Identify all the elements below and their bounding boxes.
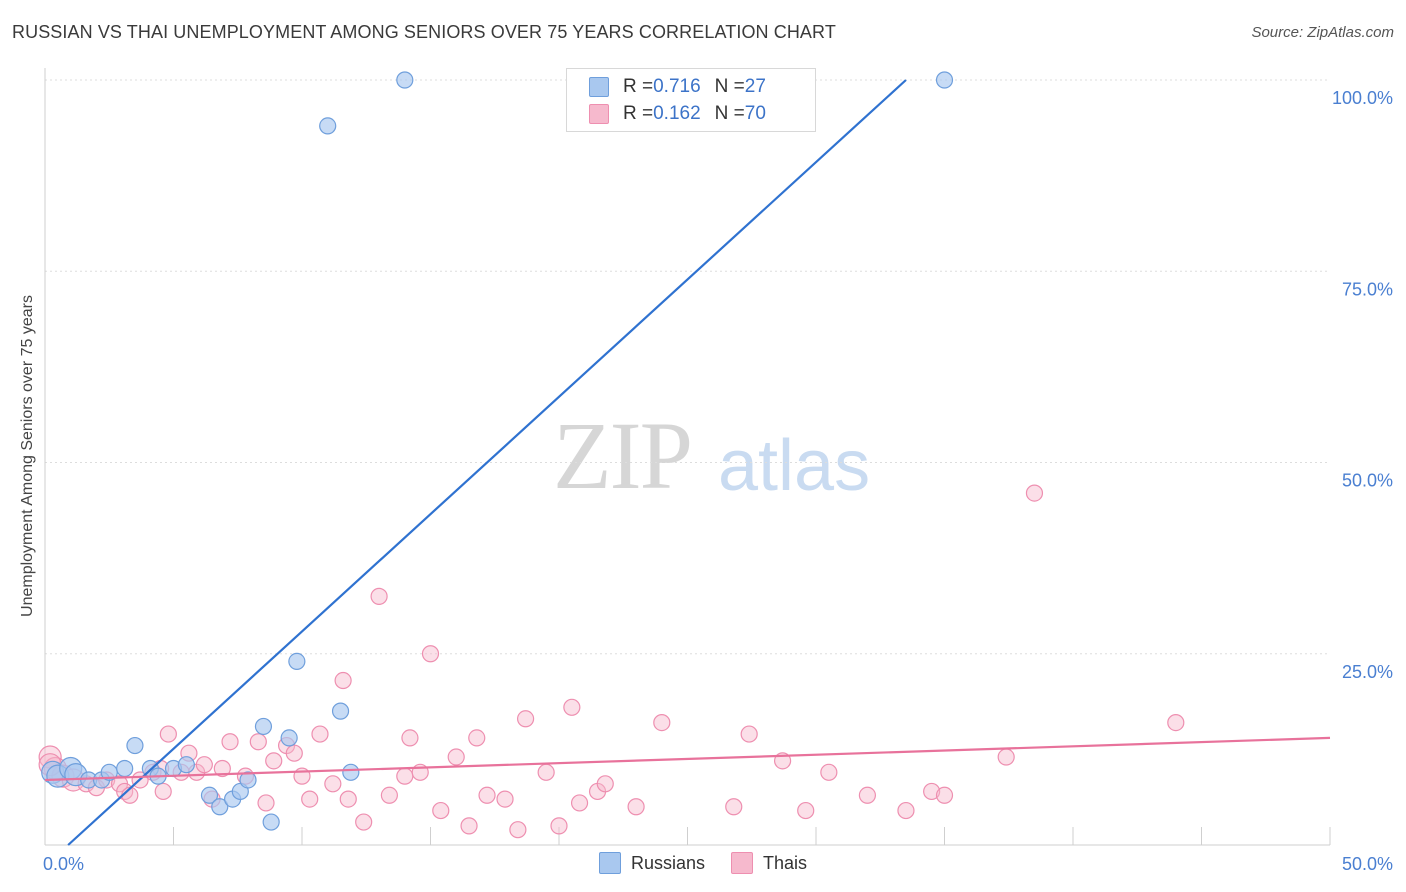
thais-point [478, 786, 496, 804]
russians-point [254, 717, 273, 736]
russians-point [262, 813, 280, 831]
thais-point [725, 798, 743, 816]
russians-r-value: 0.716 [653, 76, 701, 97]
thais-point [159, 725, 177, 743]
thais-point [265, 752, 283, 770]
stats-legend: R = 0.716 N = 27 R = 0.162 N = 70 [566, 68, 816, 132]
russians-swatch [589, 77, 609, 97]
thais-point [249, 733, 267, 751]
russians-point [288, 652, 306, 671]
thais-point [797, 801, 815, 820]
thais-point [550, 817, 568, 835]
russians-n-value: 27 [744, 76, 766, 97]
thais-point [897, 801, 915, 820]
russians-trend-line [67, 79, 907, 846]
russians-n-label: N = [714, 76, 745, 97]
thais-point [421, 645, 440, 663]
thais-point [355, 813, 373, 831]
thais-swatch [589, 104, 609, 124]
thais-point [154, 782, 172, 801]
russians-point [280, 729, 298, 747]
chart-source: Source: ZipAtlas.com [1251, 24, 1394, 41]
thais-trend-line [44, 736, 1331, 782]
thais-point [509, 821, 527, 839]
legend-row-russians: R = 0.716 N = 27 [589, 76, 766, 98]
russians-point [116, 759, 134, 778]
russians-point [126, 736, 144, 755]
thais-point [596, 775, 614, 793]
thais-legend-swatch [731, 852, 753, 874]
watermark-atlas: atlas [718, 426, 871, 506]
legend-item-thais[interactable]: Thais [731, 852, 807, 874]
russians-point [211, 798, 229, 816]
thais-point [380, 786, 398, 804]
thais-point [285, 744, 303, 762]
thais-point [301, 790, 319, 808]
thais-point [820, 763, 838, 781]
thais-legend-label: Thais [763, 852, 808, 873]
thais-r-value: 0.162 [653, 103, 701, 124]
thais-point [496, 790, 514, 808]
thais-point [401, 729, 419, 747]
russians-point [239, 771, 257, 789]
thais-point [858, 786, 877, 804]
legend-row-thais: R = 0.162 N = 70 [589, 103, 766, 125]
thais-r-label: R = [623, 103, 654, 124]
thais-point [1025, 484, 1044, 502]
thais-point [563, 698, 581, 716]
thais-point [1167, 713, 1185, 732]
legend-item-russians[interactable]: Russians [598, 852, 705, 874]
thais-point [396, 767, 414, 785]
y-tick-label: 75.0% [1342, 279, 1393, 299]
y-tick-label: 25.0% [1342, 662, 1393, 682]
thais-point [334, 671, 352, 690]
russians-point [935, 71, 954, 89]
thais-point [460, 817, 478, 835]
thais-point [740, 725, 758, 743]
thais-point [997, 748, 1015, 766]
thais-point [311, 725, 329, 743]
thais-point [370, 587, 388, 605]
thais-point [195, 756, 213, 774]
thais-point [324, 775, 342, 793]
russians-point [319, 117, 337, 135]
x-tick-label-start: 0.0% [43, 854, 84, 874]
thais-point [468, 729, 486, 747]
russians-r-label: R = [623, 76, 654, 97]
y-tick-label: 50.0% [1342, 471, 1393, 491]
thais-point [213, 759, 231, 778]
russians-legend-swatch [598, 852, 621, 874]
thais-point [627, 798, 645, 816]
thais-n-label: N = [714, 103, 745, 124]
thais-point [339, 790, 357, 808]
chart-title: RUSSIAN VS THAI UNEMPLOYMENT AMONG SENIO… [12, 22, 836, 42]
x-tick-label-end: 50.0% [1342, 854, 1393, 874]
russians-legend-label: Russians [630, 852, 705, 873]
russians-point [200, 786, 219, 804]
thais-point [516, 710, 535, 728]
thais-n-value: 70 [744, 103, 766, 124]
russians-point [396, 71, 414, 89]
thais-point [257, 794, 275, 812]
thais-point [447, 748, 465, 766]
russians-point [331, 702, 350, 720]
thais-point [432, 801, 450, 820]
series-legend: Russians Thais [0, 852, 1406, 874]
russians-point [342, 763, 360, 781]
thais-point [221, 733, 239, 751]
thais-point [537, 763, 555, 781]
thais-point [935, 786, 954, 804]
thais-point [570, 794, 589, 812]
russians-point [177, 756, 195, 774]
thais-point [923, 782, 941, 801]
watermark-zip: ZIP [553, 402, 693, 509]
y-tick-label: 100.0% [1332, 88, 1393, 108]
thais-point [653, 713, 671, 732]
